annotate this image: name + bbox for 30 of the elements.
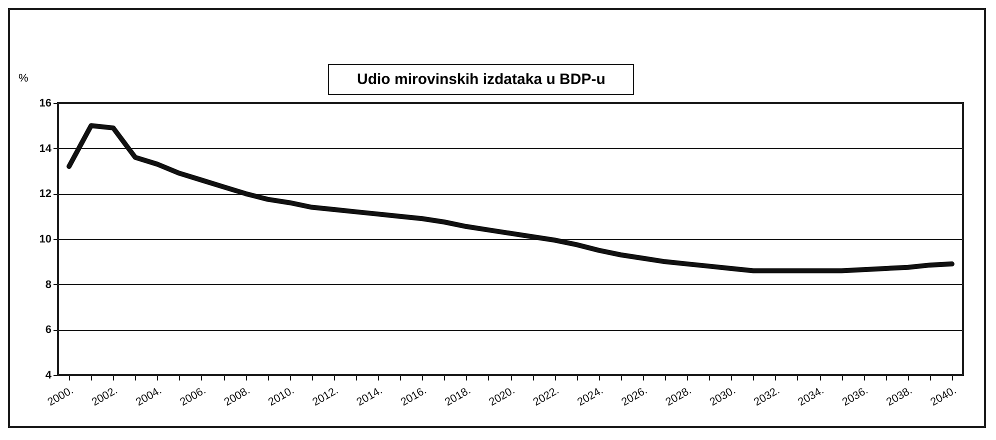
y-tick-label: 6 — [45, 324, 52, 336]
x-tick-label: 2038. — [884, 384, 914, 409]
y-tick-label: 16 — [39, 98, 52, 110]
x-tick-label: 2034. — [796, 384, 826, 409]
x-tick-label: 2012. — [310, 384, 340, 409]
x-tick-label: 2002. — [90, 384, 120, 409]
x-tick-label: 2020. — [487, 384, 517, 409]
x-tick-label: 2008. — [222, 384, 252, 409]
x-tick-label: 2024. — [575, 384, 606, 409]
x-tick-label: 2028. — [664, 384, 694, 409]
y-tick-label: 4 — [45, 370, 52, 382]
x-tick-label: 2040. — [928, 384, 958, 409]
y-tick-label: 8 — [45, 278, 52, 291]
x-tick-label: 2026. — [620, 384, 650, 409]
x-tick-label: 2032. — [752, 384, 782, 409]
y-tick-label: 14 — [39, 142, 52, 155]
x-tick-label: 2030. — [708, 384, 738, 409]
x-tick-label: 2022. — [531, 384, 562, 409]
x-tick-label: 2018. — [443, 384, 473, 409]
x-tick-label: 2004. — [134, 384, 164, 409]
chart-title: Udio mirovinskih izdataka u BDP-u — [328, 64, 634, 95]
x-tick-label: 2016. — [398, 384, 429, 409]
y-tick-label: 12 — [39, 188, 52, 200]
y-tick-label: 10 — [39, 234, 52, 246]
x-tick-label: 2036. — [840, 384, 870, 409]
y-axis-title: % — [18, 72, 28, 84]
x-tick-label: 2000. — [46, 384, 76, 409]
x-tick-label: 2014. — [354, 384, 385, 409]
x-tick-label: 2006. — [178, 384, 208, 409]
x-tick-label: 2010. — [266, 384, 296, 409]
